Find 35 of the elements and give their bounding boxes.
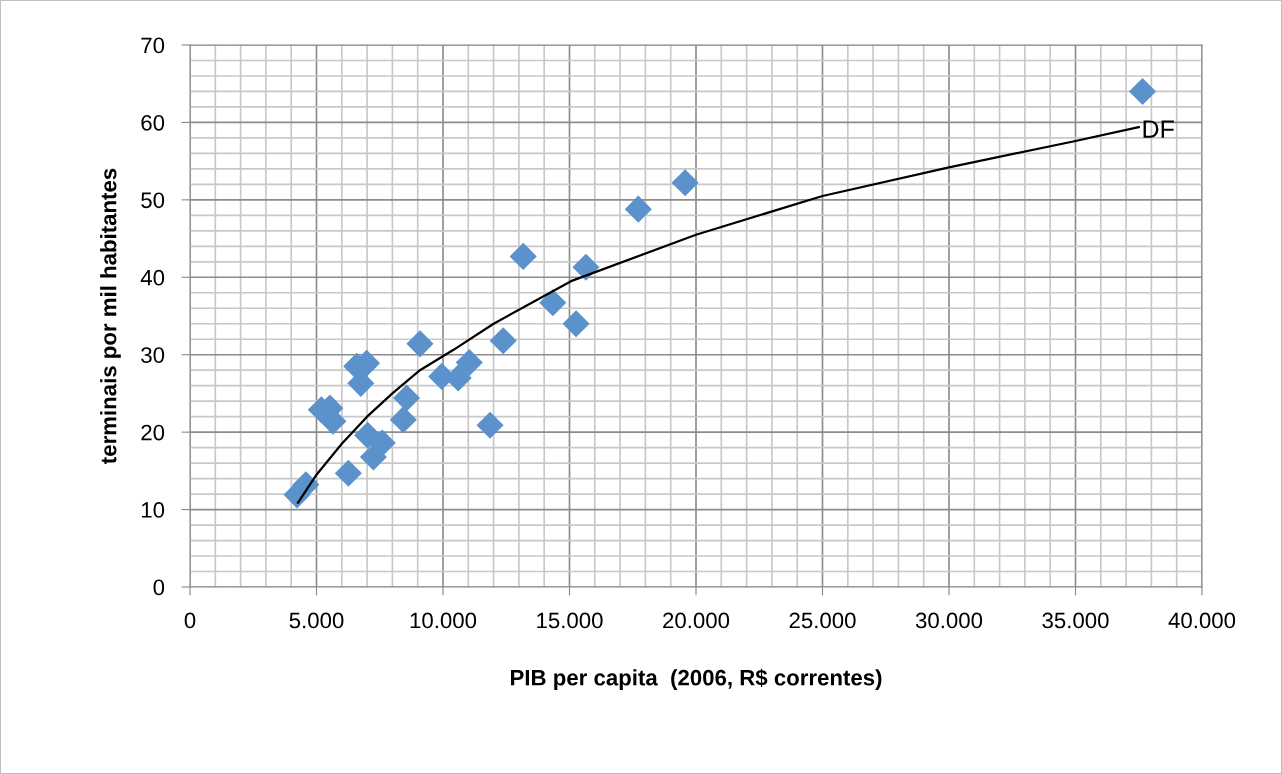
x-axis-title: PIB per capita (2006, R$ correntes)	[511, 668, 882, 690]
annotation: DF	[1143, 120, 1174, 138]
x-tick-label: 20.000	[663, 612, 730, 629]
y-tick-label: 0	[153, 579, 165, 596]
point	[476, 411, 504, 439]
point	[671, 169, 699, 197]
x-tick-label: 40.000	[1168, 612, 1236, 629]
y-tick-label: 70	[141, 37, 165, 54]
point	[539, 289, 567, 317]
point	[455, 348, 483, 376]
point	[562, 310, 590, 338]
x-tick-label: 0	[184, 612, 196, 629]
point	[624, 195, 652, 223]
point	[334, 459, 362, 487]
point	[406, 330, 434, 358]
point	[359, 443, 387, 471]
y-tick-label: 20	[141, 424, 165, 441]
x-tick-label: 35.000	[1042, 612, 1109, 629]
point	[393, 384, 421, 412]
x-tick-label: 5.000	[289, 612, 344, 629]
point	[572, 253, 600, 281]
y-axis-title: terminais por mil habitantes	[100, 168, 121, 464]
y-tick-label: 50	[141, 192, 165, 209]
x-tick-label: 30.000	[915, 612, 983, 629]
point	[489, 327, 517, 355]
point	[1129, 77, 1157, 105]
x-tick-label: 15.000	[537, 612, 603, 629]
y-tick-label: 30	[141, 347, 165, 363]
point	[509, 242, 537, 270]
y-tick-label: 40	[140, 269, 165, 286]
point	[389, 406, 417, 434]
y-tick-label: 60	[141, 114, 165, 131]
y-tick-label: 10	[141, 502, 165, 518]
x-tick-label: 10.000	[410, 612, 477, 629]
x-tick-label: 25.000	[789, 612, 856, 629]
